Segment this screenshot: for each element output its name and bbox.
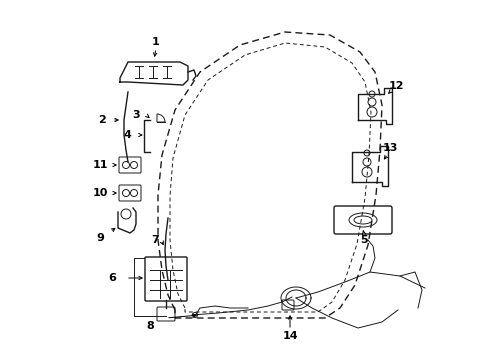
FancyBboxPatch shape	[157, 307, 175, 321]
Circle shape	[367, 98, 375, 106]
Ellipse shape	[353, 216, 371, 224]
Circle shape	[122, 189, 129, 197]
Text: 12: 12	[387, 81, 403, 91]
FancyBboxPatch shape	[145, 257, 186, 301]
Ellipse shape	[348, 213, 376, 227]
Circle shape	[361, 167, 371, 177]
Text: 1: 1	[152, 37, 160, 47]
Text: 9: 9	[96, 233, 104, 243]
FancyBboxPatch shape	[333, 206, 391, 234]
Text: 14: 14	[282, 331, 297, 341]
Text: 3: 3	[132, 110, 140, 120]
Text: 4: 4	[123, 130, 131, 140]
Circle shape	[121, 209, 131, 219]
Circle shape	[363, 150, 369, 156]
Text: 7: 7	[151, 235, 159, 245]
Text: 10: 10	[92, 188, 107, 198]
FancyBboxPatch shape	[119, 185, 141, 201]
Circle shape	[368, 91, 374, 97]
Text: 13: 13	[382, 143, 397, 153]
FancyBboxPatch shape	[282, 300, 293, 310]
FancyBboxPatch shape	[119, 157, 141, 173]
Text: 11: 11	[92, 160, 107, 170]
Circle shape	[122, 162, 129, 168]
Text: 8: 8	[146, 321, 154, 331]
Circle shape	[362, 158, 370, 166]
Circle shape	[192, 312, 197, 318]
Circle shape	[366, 107, 376, 117]
Circle shape	[130, 189, 137, 197]
Text: 2: 2	[98, 115, 106, 125]
Text: 5: 5	[360, 235, 367, 245]
Circle shape	[130, 162, 137, 168]
Text: 6: 6	[108, 273, 116, 283]
